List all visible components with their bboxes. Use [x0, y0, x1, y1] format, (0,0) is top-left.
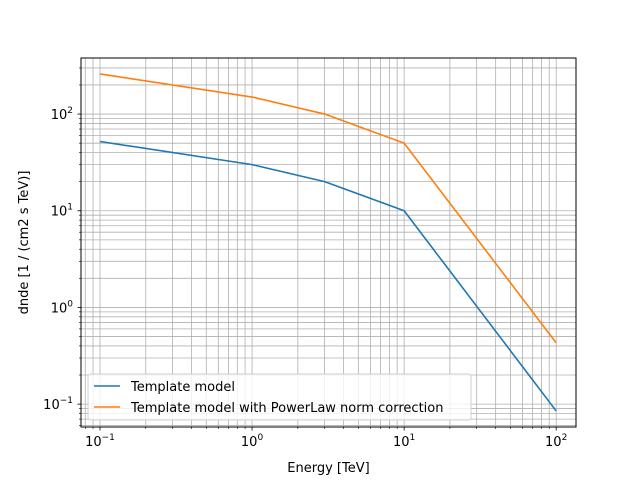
grid-lines — [81, 58, 576, 427]
legend-label-0: Template model — [130, 380, 235, 395]
series-line-0 — [99, 140, 557, 412]
y-axis-label: dnde [1 / (cm2 s TeV)] — [17, 171, 32, 315]
series-layer — [99, 73, 557, 412]
legend-label-1: Template model with PowerLaw norm correc… — [130, 401, 443, 416]
legend-box — [87, 373, 472, 421]
legend: Template model Template model with PowerL… — [87, 373, 472, 421]
plot-frame — [80, 57, 577, 428]
series-line-1 — [99, 73, 557, 344]
x-axis-label: Energy [TeV] — [287, 461, 369, 476]
